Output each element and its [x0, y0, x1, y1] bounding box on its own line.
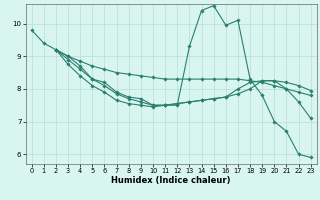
X-axis label: Humidex (Indice chaleur): Humidex (Indice chaleur)	[111, 176, 231, 185]
